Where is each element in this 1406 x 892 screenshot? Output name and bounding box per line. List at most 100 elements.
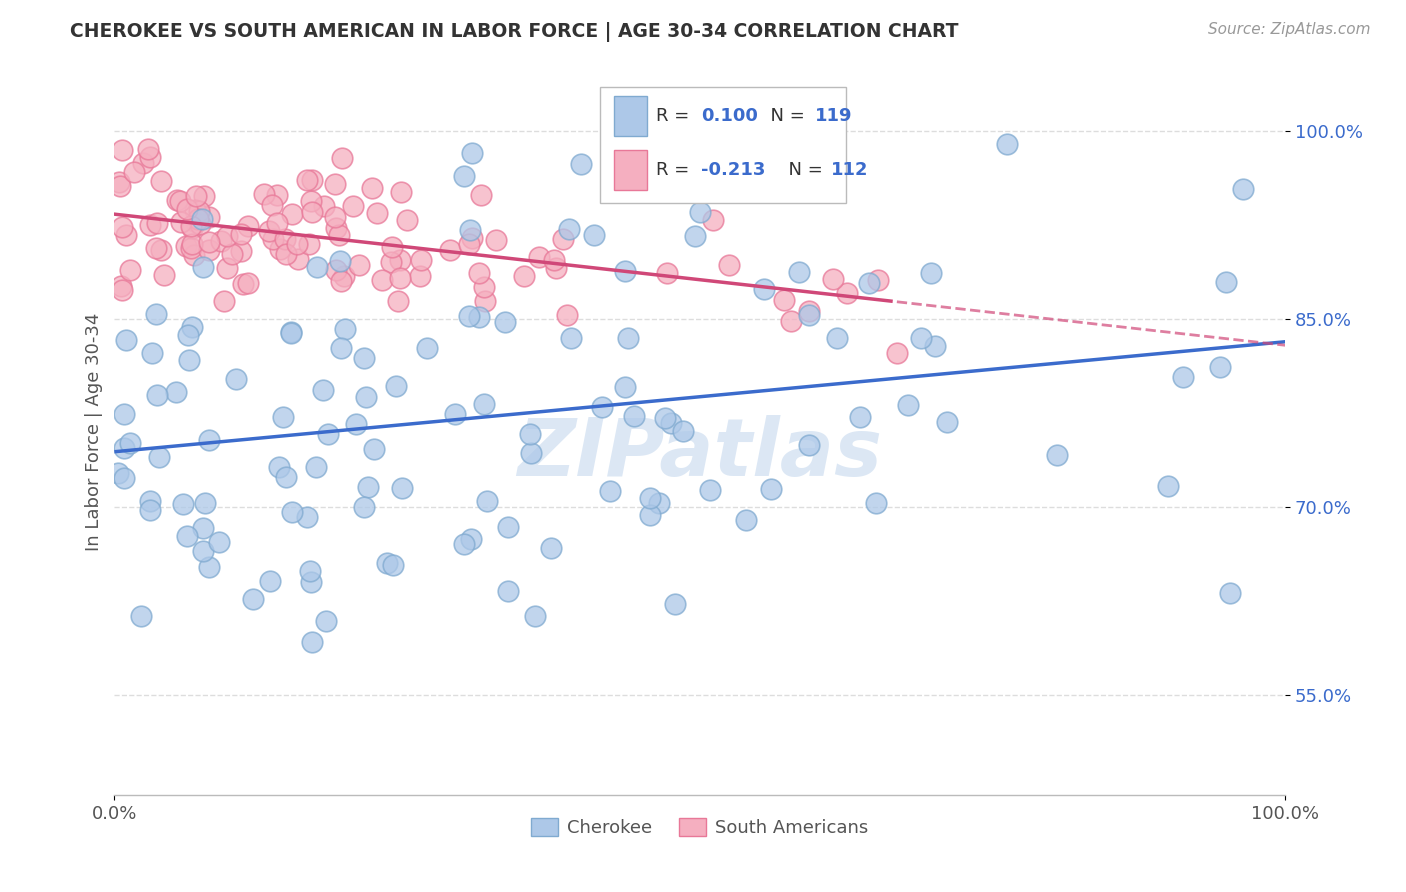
Point <box>380 255 402 269</box>
Point <box>1232 181 1254 195</box>
Point <box>280 207 302 221</box>
Point <box>1219 585 1241 599</box>
Point <box>112 441 135 455</box>
Point <box>318 427 340 442</box>
Point <box>457 309 479 323</box>
Point <box>558 221 581 235</box>
Text: N =: N = <box>759 107 811 125</box>
Point <box>472 280 495 294</box>
Point <box>295 173 318 187</box>
Point <box>391 481 413 495</box>
Point <box>225 372 247 386</box>
Point <box>221 246 243 260</box>
Point <box>110 143 132 157</box>
Point <box>385 378 408 392</box>
Point <box>458 236 481 251</box>
Point <box>181 319 204 334</box>
Point <box>924 339 946 353</box>
Point <box>672 424 695 438</box>
Y-axis label: In Labor Force | Age 30-34: In Labor Force | Age 30-34 <box>86 313 103 551</box>
Point <box>735 513 758 527</box>
Point <box>176 202 198 216</box>
Point <box>153 268 176 283</box>
Point <box>287 252 309 267</box>
Point <box>910 331 932 345</box>
Point <box>409 253 432 268</box>
Point <box>148 450 170 465</box>
Point <box>131 155 153 169</box>
Point <box>146 388 169 402</box>
Point <box>470 187 492 202</box>
Text: 119: 119 <box>814 107 852 125</box>
Point <box>897 398 920 412</box>
Point <box>170 215 193 229</box>
Point <box>647 496 669 510</box>
Point <box>274 247 297 261</box>
Point <box>388 252 411 267</box>
Point <box>332 269 354 284</box>
Point <box>353 351 375 365</box>
Point <box>329 254 352 268</box>
Point <box>654 410 676 425</box>
Point <box>461 145 484 160</box>
Point <box>194 496 217 510</box>
Point <box>702 212 724 227</box>
Point <box>315 614 337 628</box>
Point <box>591 401 613 415</box>
Point <box>328 227 350 242</box>
Point <box>699 483 721 497</box>
Point <box>460 231 482 245</box>
Point <box>866 273 889 287</box>
Point <box>460 223 482 237</box>
Point <box>1046 448 1069 462</box>
Point <box>560 331 582 345</box>
Point <box>209 234 232 248</box>
Point <box>141 345 163 359</box>
Point <box>190 211 212 226</box>
Text: -0.213: -0.213 <box>702 161 765 179</box>
Point <box>787 265 810 279</box>
Point <box>498 583 520 598</box>
Text: R =: R = <box>657 161 696 179</box>
Point <box>299 575 322 590</box>
Point <box>305 460 328 475</box>
Point <box>266 188 288 202</box>
Point <box>180 236 202 251</box>
Point <box>166 194 188 208</box>
Point <box>347 258 370 272</box>
Point <box>122 165 145 179</box>
Point <box>375 556 398 570</box>
Text: R =: R = <box>657 107 696 125</box>
Point <box>357 480 380 494</box>
Point <box>387 293 409 308</box>
Point <box>759 482 782 496</box>
Point <box>299 194 322 209</box>
Point <box>354 390 377 404</box>
Point <box>139 150 162 164</box>
Point <box>1215 275 1237 289</box>
Point <box>180 219 202 233</box>
Point <box>120 263 142 277</box>
Point <box>208 534 231 549</box>
Point <box>232 277 254 292</box>
Point <box>920 266 942 280</box>
Point <box>468 310 491 325</box>
Point <box>614 380 637 394</box>
Point <box>301 173 323 187</box>
Point <box>150 244 173 258</box>
Point <box>112 407 135 421</box>
Point <box>323 210 346 224</box>
Point <box>569 157 592 171</box>
Point <box>640 491 662 505</box>
Point <box>174 238 197 252</box>
Point <box>108 175 131 189</box>
Point <box>779 314 801 328</box>
Text: 0.100: 0.100 <box>702 107 758 125</box>
Bar <box>614 150 647 190</box>
Point <box>274 232 297 246</box>
Point <box>181 221 204 235</box>
Point <box>381 240 404 254</box>
Point <box>242 592 264 607</box>
Point <box>229 227 252 242</box>
Point <box>169 194 191 209</box>
